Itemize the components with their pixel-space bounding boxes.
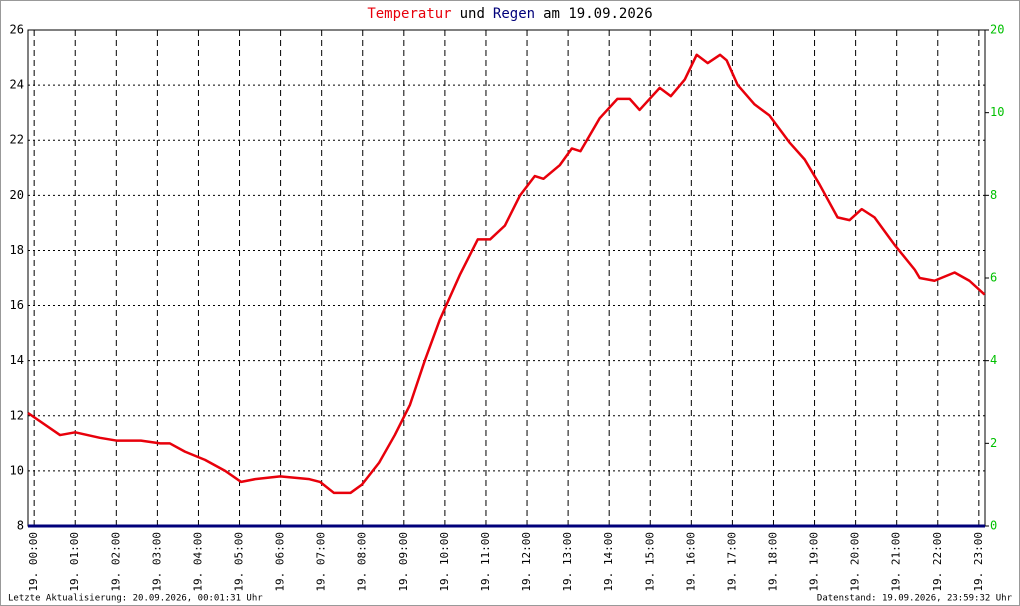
x-tick-label: 19. 05:00 [233,532,246,592]
y-tick-label: 22 [10,133,24,147]
title-part: am 19.09.2026 [543,6,653,22]
x-tick-label: 19. 20:00 [849,532,862,592]
x-tick-label: 19. 14:00 [602,532,615,592]
x-tick-label: 19. 19:00 [808,532,821,592]
y-tick-label: 18 [10,243,24,257]
y2-tick-label: 2 [990,436,997,450]
y-tick-label: 14 [10,353,24,367]
title-part: Temperatur [367,6,451,22]
x-tick-label: 19. 04:00 [191,532,204,592]
footer-left: Letzte Aktualisierung: 20.09.2026, 00:01… [8,594,263,604]
y2-tick-label: 10 [990,105,1004,119]
y-tick-label: 10 [10,463,24,477]
x-tick-label: 19. 06:00 [274,532,287,592]
y-tick-label: 26 [10,23,24,37]
x-tick-label: 19. 18:00 [766,532,779,592]
y2-tick-label: 4 [990,353,997,367]
x-tick-label: 19. 09:00 [397,532,410,592]
x-tick-label: 19. 03:00 [150,532,163,592]
y-tick-label: 8 [17,519,24,533]
y-tick-label: 16 [10,298,24,312]
x-tick-label: 19. 01:00 [68,532,81,592]
series-line [27,53,986,495]
x-tick-label: 19. 21:00 [890,532,903,592]
chart-title: Temperatur und Regen am 19.09.2026 [367,6,652,22]
footer-right: Datenstand: 19.09.2026, 23:59:32 Uhr [817,594,1013,604]
y2-tick-label: 20 [990,23,1004,37]
y2-tick-label: 0 [990,519,997,533]
y-tick-label: 12 [10,408,24,422]
x-tick-label: 19. 22:00 [931,532,944,592]
y-tick-label: 24 [10,78,24,92]
x-tick-label: 19. 16:00 [684,532,697,592]
x-tick-label: 19. 13:00 [561,532,574,592]
x-tick-label: 19. 08:00 [356,532,369,592]
title-part: Regen [493,6,535,22]
x-tick-label: 19. 11:00 [479,532,492,592]
x-tick-label: 19. 17:00 [725,532,738,592]
x-tick-label: 19. 02:00 [109,532,122,592]
title-part: und [460,6,485,22]
x-tick-label: 19. 12:00 [520,532,533,592]
x-tick-label: 19. 10:00 [438,532,451,592]
y-tick-label: 20 [10,188,24,202]
x-tick-label: 19. 07:00 [315,532,328,592]
y2-tick-label: 8 [990,188,997,202]
x-tick-label: 19. 00:00 [27,532,40,592]
x-tick-label: 19. 15:00 [643,532,656,592]
y2-tick-label: 6 [990,271,997,285]
x-tick-label: 19. 23:00 [972,532,985,592]
